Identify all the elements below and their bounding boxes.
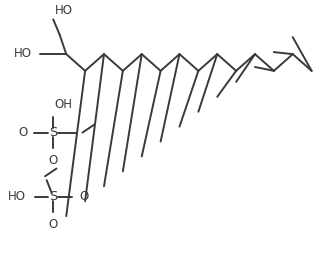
Text: S: S [49, 126, 57, 139]
Text: S: S [49, 190, 57, 203]
Text: OH: OH [55, 98, 73, 111]
Text: O: O [49, 154, 58, 167]
Text: HO: HO [14, 47, 32, 60]
Text: O: O [18, 126, 27, 139]
Text: HO: HO [8, 190, 26, 203]
Text: HO: HO [55, 4, 73, 17]
Text: O: O [79, 190, 88, 203]
Text: O: O [49, 218, 58, 231]
